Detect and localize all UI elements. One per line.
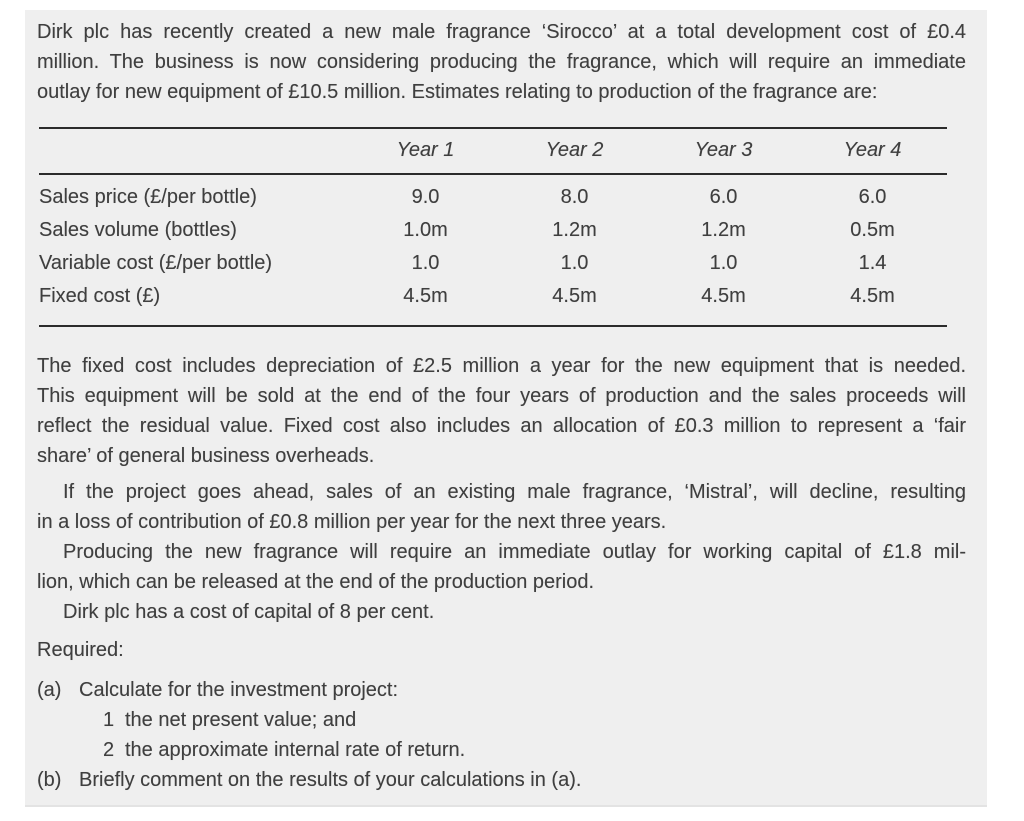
subitem-text: the approximate internal rate of return.: [125, 739, 466, 761]
item-marker: (a): [37, 679, 62, 701]
text-line: If the project goes ahead, sales of an e…: [63, 481, 966, 503]
estimates-table: Year 1 Year 2 Year 3 Year 4 Sales price …: [39, 127, 947, 327]
text-line: outlay for new equipment of £10.5 millio…: [37, 81, 878, 103]
mistral-paragraph: If the project goes ahead, sales of an e…: [37, 477, 966, 537]
row-label: Sales volume (bottles): [39, 219, 237, 241]
row-label: Fixed cost (£): [39, 285, 161, 307]
table-rule-top: [39, 127, 947, 129]
table-rule-header: [39, 173, 947, 175]
item-body: Briefly comment on the results of your c…: [79, 765, 966, 795]
table-row: Fixed cost (£) 4.5m 4.5m 4.5m 4.5m: [39, 280, 947, 313]
text-line: Producing the new fragrance will require…: [63, 541, 966, 563]
text-line: lion, which can be released at the end o…: [37, 571, 595, 593]
table-rule-bottom: [39, 325, 947, 327]
cell-value: 1.0: [411, 252, 440, 274]
table-body: Sales price (£/per bottle) 9.0 8.0 6.0 6…: [39, 175, 947, 325]
table-header-year4: Year 4: [843, 139, 902, 161]
required-section: Required: (a) Calculate for the investme…: [37, 635, 966, 795]
table-header-row: Year 1 Year 2 Year 3 Year 4: [39, 129, 947, 173]
required-heading: Required:: [37, 639, 124, 661]
text-line: Dirk plc has a cost of capital of 8 per …: [63, 601, 435, 623]
cell-value: 4.5m: [701, 285, 746, 307]
subitem-text: the net present value; and: [125, 709, 357, 731]
table-header-year1: Year 1: [396, 139, 455, 161]
cell-value: 4.5m: [403, 285, 448, 307]
cell-value: 0.5m: [850, 219, 895, 241]
cell-value: 1.2m: [701, 219, 746, 241]
table-row: Variable cost (£/per bottle) 1.0 1.0 1.0…: [39, 247, 947, 280]
cell-value: 6.0: [858, 186, 887, 208]
text-line: reflect the residual value. Fixed cost a…: [37, 415, 966, 437]
cell-value: 1.0: [709, 252, 738, 274]
table-header-year2: Year 2: [545, 139, 604, 161]
required-item-a: (a) Calculate for the investment project…: [37, 675, 966, 765]
cell-value: 4.5m: [552, 285, 597, 307]
subitem-marker: 1: [103, 709, 115, 731]
item-text: Briefly comment on the results of your c…: [79, 769, 582, 791]
text-line: share’ of general business overheads.: [37, 445, 375, 467]
table-header-year3: Year 3: [694, 139, 753, 161]
cell-value: 4.5m: [850, 285, 895, 307]
cell-value: 8.0: [560, 186, 589, 208]
required-item-b: (b) Briefly comment on the results of yo…: [37, 765, 966, 795]
table-row: Sales price (£/per bottle) 9.0 8.0 6.0 6…: [39, 181, 947, 214]
text-line: This equipment will be sold at the end o…: [37, 385, 966, 407]
required-subitem-1: 1 the net present value; and: [103, 705, 966, 735]
text-line: Dirk plc has recently created a new male…: [37, 21, 966, 43]
cell-value: 1.4: [858, 252, 887, 274]
cell-value: 1.2m: [552, 219, 597, 241]
cell-value: 1.0: [560, 252, 589, 274]
table-row: Sales volume (bottles) 1.0m 1.2m 1.2m 0.…: [39, 214, 947, 247]
cost-of-capital-paragraph: Dirk plc has a cost of capital of 8 per …: [37, 597, 966, 627]
subitem-marker: 2: [103, 739, 115, 761]
item-text: Calculate for the investment project:: [79, 679, 399, 701]
table-header-spacer: [39, 135, 351, 165]
cell-value: 6.0: [709, 186, 738, 208]
text-line: The fixed cost includes depreciation of …: [37, 355, 966, 377]
text-line: in a loss of contribution of £0.8 millio…: [37, 511, 667, 533]
working-capital-paragraph: Producing the new fragrance will require…: [37, 537, 966, 597]
item-body: Calculate for the investment project: 1 …: [79, 675, 966, 765]
intro-paragraph: Dirk plc has recently created a new male…: [37, 17, 966, 107]
row-label: Sales price (£/per bottle): [39, 186, 257, 208]
text-line: million. The business is now considering…: [37, 51, 966, 73]
required-subitem-2: 2 the approximate internal rate of retur…: [103, 735, 966, 765]
fixed-cost-paragraph: The fixed cost includes depreciation of …: [37, 351, 966, 471]
row-label: Variable cost (£/per bottle): [39, 252, 273, 274]
cell-value: 9.0: [411, 186, 440, 208]
cell-value: 1.0m: [403, 219, 448, 241]
exercise-panel: Dirk plc has recently created a new male…: [25, 10, 987, 807]
item-marker: (b): [37, 769, 62, 791]
